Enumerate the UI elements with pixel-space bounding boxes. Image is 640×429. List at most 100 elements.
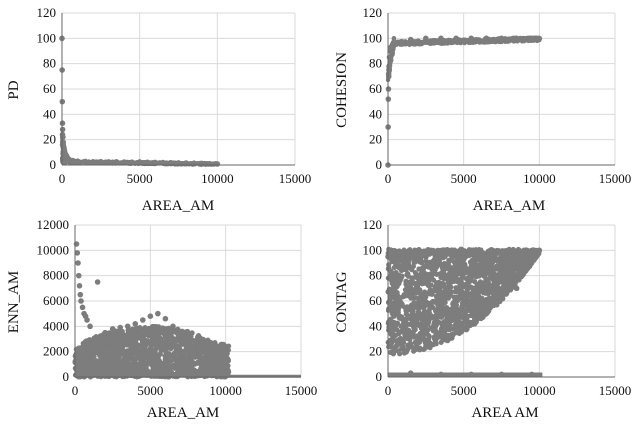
data-point <box>414 315 420 321</box>
data-point <box>107 363 113 369</box>
data-point <box>407 36 414 43</box>
data-point <box>392 301 399 308</box>
data-point <box>388 250 394 256</box>
data-point <box>403 325 409 332</box>
data-point <box>167 345 173 351</box>
data-point <box>463 290 469 296</box>
data-point <box>466 274 472 280</box>
x-axis-label: AREA AM <box>471 405 538 421</box>
data-point <box>389 336 396 342</box>
data-point <box>474 268 481 274</box>
data-point <box>404 312 410 318</box>
data-point <box>404 251 409 256</box>
data-point <box>153 341 160 347</box>
y-tick-label: 40 <box>369 318 382 333</box>
data-point <box>400 39 406 45</box>
data-point <box>388 344 395 350</box>
data-point <box>388 331 394 337</box>
data-point <box>143 364 149 370</box>
data-point <box>389 288 395 294</box>
data-point <box>162 335 168 341</box>
data-point <box>175 160 182 166</box>
data-point <box>404 320 410 327</box>
y-tick-label: 20 <box>369 344 382 359</box>
data-point <box>447 292 453 298</box>
data-point <box>511 248 516 254</box>
data-point <box>436 319 442 326</box>
data-point <box>147 313 154 320</box>
data-point <box>423 35 429 42</box>
data-point <box>76 283 83 289</box>
x-tick-label: 10000 <box>523 171 556 186</box>
scatter-panel-2: 0 5000 10000 15000020406080100120AREA_AMCOH… <box>334 5 631 214</box>
data-point <box>418 270 424 277</box>
data-point <box>420 278 426 284</box>
data-point <box>417 287 423 293</box>
y-tick-label: 0 <box>376 157 383 172</box>
data-point <box>77 291 84 298</box>
data-point <box>220 350 226 356</box>
data-point <box>421 321 427 327</box>
data-point <box>470 247 476 253</box>
x-axis-label: AREA_AM <box>473 198 546 214</box>
data-point <box>442 305 448 311</box>
data-point <box>433 331 439 337</box>
data-point <box>199 347 206 354</box>
data-point <box>122 367 128 374</box>
data-point <box>438 252 444 258</box>
data-point <box>479 267 486 273</box>
data-point <box>221 342 228 349</box>
data-point <box>442 318 448 324</box>
data-point <box>82 361 88 367</box>
data-point <box>438 271 444 277</box>
data-point <box>158 325 164 332</box>
data-point <box>422 40 427 45</box>
y-tick-label: 120 <box>37 5 57 20</box>
data-point <box>171 356 177 363</box>
data-point <box>462 314 468 320</box>
data-point <box>451 267 457 274</box>
data-point <box>400 266 406 273</box>
data-point <box>507 287 514 293</box>
data-point <box>423 329 429 336</box>
data-point <box>517 271 523 278</box>
data-point <box>89 356 95 363</box>
data-point <box>470 304 476 310</box>
data-point <box>102 346 108 352</box>
data-point <box>430 38 437 44</box>
data-point <box>482 301 488 307</box>
data-point <box>427 287 433 293</box>
data-point <box>401 262 407 268</box>
data-point <box>445 247 452 254</box>
data-point <box>453 35 459 42</box>
point-cloud <box>385 35 543 168</box>
data-point <box>498 35 505 42</box>
data-point <box>86 362 92 368</box>
y-axis-label: COHESION <box>334 52 350 128</box>
data-point <box>195 334 201 341</box>
data-point <box>417 259 423 265</box>
x-tick-label: 5000 <box>451 383 477 398</box>
data-point <box>169 335 175 341</box>
data-point <box>157 361 163 368</box>
y-tick-label: 0 <box>50 157 57 172</box>
data-point <box>434 282 440 288</box>
data-point <box>489 259 496 266</box>
x-tick-label: 15000 <box>599 171 632 186</box>
data-point <box>197 351 203 358</box>
data-point <box>505 257 511 263</box>
data-point <box>113 159 120 165</box>
data-point <box>434 258 441 264</box>
data-point <box>444 288 450 294</box>
y-tick-label: 80 <box>43 56 56 71</box>
data-point <box>73 352 79 358</box>
data-point <box>184 354 190 360</box>
data-point <box>441 284 448 290</box>
data-point <box>506 247 512 254</box>
data-point <box>180 366 186 372</box>
data-point <box>521 36 527 42</box>
data-point <box>477 282 483 288</box>
data-point <box>390 350 396 356</box>
data-point <box>449 272 455 278</box>
data-point <box>417 347 423 353</box>
